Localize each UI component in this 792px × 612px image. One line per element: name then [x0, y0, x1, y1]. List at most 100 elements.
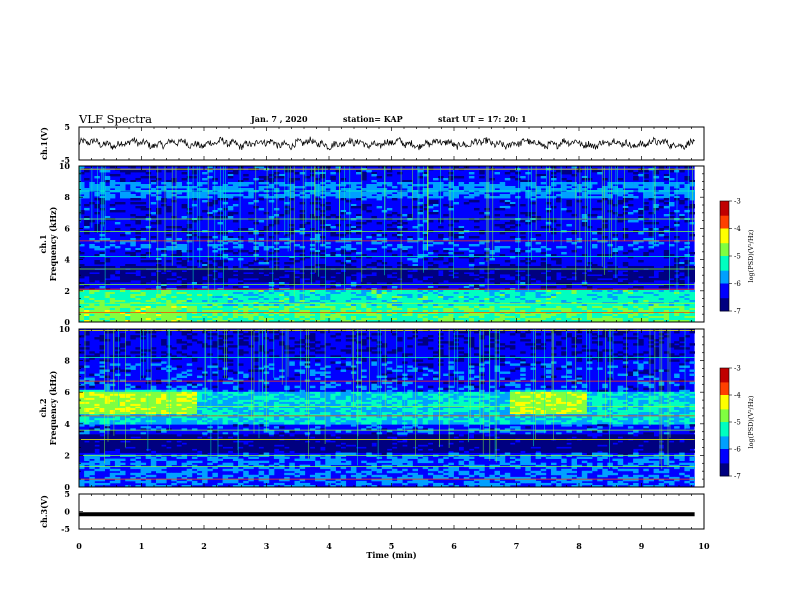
spectrogram-cell: [438, 226, 444, 229]
spectrogram-cell: [371, 290, 377, 293]
spectrogram-cell: [504, 228, 511, 231]
spectrogram-cell: [653, 294, 660, 297]
spectrogram-cell: [207, 296, 213, 299]
spectrogram-cell: [79, 182, 85, 185]
spectrogram-cell: [345, 310, 352, 313]
spectrogram-cell: [468, 292, 475, 295]
spectrogram-cell: [263, 310, 270, 313]
spectrogram-cell: [607, 310, 613, 313]
spectrogram-cell: [120, 242, 126, 245]
spectrogram-cell: [222, 248, 229, 251]
spectrogram-cell: [422, 258, 429, 261]
spectrogram-cell: [109, 180, 116, 183]
spectrogram-cell: [176, 182, 182, 185]
spectrogram-cell: [576, 308, 583, 311]
spectrogram-cell: [366, 194, 372, 197]
spectrogram-cell: [540, 320, 547, 323]
spectrogram-cell: [448, 178, 454, 181]
spectrogram-cell: [427, 304, 434, 307]
spectrogram-cell: [561, 178, 567, 181]
spectrogram-cell: [689, 316, 695, 319]
spectrogram-cell: [335, 276, 341, 279]
spectrogram-cell: [340, 320, 347, 323]
spectrogram-cell: [592, 238, 598, 241]
spectrogram-cell: [340, 282, 347, 285]
spectrogram-cell: [566, 186, 572, 189]
spectrogram-cell: [350, 296, 357, 299]
spectrogram-cell: [294, 304, 300, 307]
spectrogram-cell: [520, 220, 526, 223]
spectrogram-cell: [412, 314, 418, 317]
spectrogram-cell: [638, 186, 644, 189]
spectrogram-cell: [586, 280, 593, 283]
spectrogram-cell: [202, 264, 208, 267]
spectrogram-cell: [397, 276, 403, 279]
spectrogram-cell: [109, 244, 116, 247]
spectrogram-cell: [284, 202, 290, 205]
spectrogram-cell: [402, 296, 408, 299]
spectrogram-cell: [499, 270, 506, 273]
spectrogram-cell: [248, 312, 254, 315]
spectrogram-cell: [109, 184, 116, 187]
spectrogram-cell: [499, 272, 506, 275]
spectrogram-cell: [607, 274, 613, 277]
spectrogram-cell: [556, 306, 562, 309]
spectrogram-cell: [474, 266, 480, 269]
spectrogram-cell: [545, 196, 552, 199]
spectrogram-cell: [561, 274, 567, 277]
spectrogram-cell: [679, 270, 685, 273]
spectrogram-cell: [125, 318, 131, 321]
spectrogram-cell: [258, 234, 265, 237]
spectrogram-cell: [689, 296, 695, 299]
spectrogram-cell: [330, 318, 336, 321]
spectrogram-cell: [222, 184, 229, 187]
spectrogram-cell: [643, 208, 649, 211]
spectrogram-cell: [79, 172, 85, 175]
spectrogram-cell: [109, 318, 116, 321]
spectrogram-cell: [597, 290, 603, 293]
spectrogram-cell: [289, 300, 295, 303]
spectrogram-cell: [581, 284, 588, 287]
spectrogram-cell: [94, 290, 100, 293]
spectrogram-cell: [166, 294, 172, 297]
colorbar-segment: [720, 296, 729, 299]
spectrogram-cell: [407, 280, 413, 283]
spectrogram-cell: [581, 206, 588, 209]
spectrogram-cell: [607, 272, 613, 275]
spectrogram-cell: [422, 292, 429, 295]
spectrogram-cell: [120, 192, 126, 195]
spectrogram-cell: [212, 186, 218, 189]
spectrogram-cell: [448, 206, 454, 209]
spectrogram-cell: [186, 266, 193, 269]
spectrogram-cell: [509, 316, 516, 319]
spectrogram-cell: [607, 298, 613, 301]
spectrogram-cell: [653, 176, 660, 179]
spectrogram-cell: [586, 290, 593, 293]
spectrogram-cell: [566, 318, 572, 321]
spectrogram-cell: [561, 314, 567, 317]
spectrogram-cell: [299, 304, 306, 307]
spectrogram-cell: [407, 188, 413, 191]
spectrogram-cell: [530, 290, 536, 293]
spectrogram-cell: [99, 286, 105, 289]
spectrogram-cell: [232, 276, 239, 279]
spectrogram-cell: [592, 304, 598, 307]
spectrogram-cell: [504, 196, 511, 199]
spectrogram-cell: [427, 318, 434, 321]
spectrogram-cell: [627, 194, 634, 197]
spectrogram-cell: [371, 180, 377, 183]
spectrogram-cell: [386, 300, 393, 303]
spectrogram-cell: [417, 276, 424, 279]
spectrogram-cell: [433, 320, 439, 323]
spectrogram-cell: [458, 318, 465, 321]
spectrogram-cell: [427, 278, 434, 281]
spectrogram-cell: [191, 196, 198, 199]
spectrogram-cell: [489, 304, 495, 307]
spectrogram-cell: [448, 208, 454, 211]
spectrogram-cell: [458, 228, 465, 231]
spectrogram-cell: [458, 270, 465, 273]
spectrogram-cell: [335, 310, 341, 313]
spectrogram-cell: [509, 192, 516, 195]
spectrogram-cell: [356, 316, 362, 319]
spectrogram-cell: [397, 312, 403, 315]
